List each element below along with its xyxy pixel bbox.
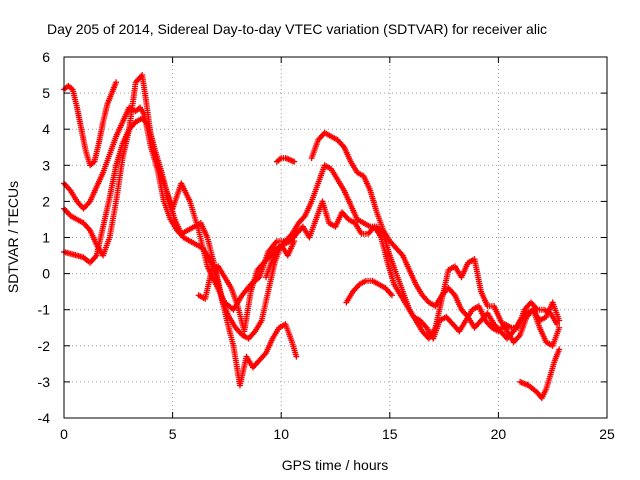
y-tick-label: 4	[42, 121, 50, 137]
y-tick-label: -2	[38, 338, 51, 354]
y-tick-label: -4	[38, 410, 51, 426]
x-tick-label: 0	[60, 426, 68, 442]
point-marker	[388, 292, 395, 299]
y-axis-label: SDTVAR / TECUs	[5, 181, 21, 293]
y-tick-label: 6	[42, 49, 50, 65]
x-tick-label: 25	[599, 426, 615, 442]
y-tick-label: 2	[42, 193, 50, 209]
series-pass-8	[308, 129, 563, 349]
x-tick-label: 10	[273, 426, 289, 442]
data-points	[61, 72, 563, 402]
chart-title: Day 205 of 2014, Sidereal Day-to-day VTE…	[47, 21, 547, 37]
series-pass-1	[61, 79, 120, 169]
x-axis-label: GPS time / hours	[282, 457, 389, 473]
point-marker	[293, 353, 300, 360]
point-marker	[113, 79, 120, 86]
point-marker	[556, 324, 563, 331]
y-tick-label: 5	[42, 85, 50, 101]
point-marker	[554, 321, 561, 328]
y-tick-labels: -4 -3 -2 -1 0 1 2 3 4 5 6	[38, 49, 51, 426]
plot-frame	[63, 56, 608, 419]
x-tick-label: 20	[491, 426, 507, 442]
x-tick-labels: 0 5 10 15 20 25	[60, 426, 615, 442]
series-pass-10	[517, 346, 563, 402]
point-marker	[556, 317, 563, 324]
point-marker	[556, 346, 563, 353]
y-tick-label: 3	[42, 157, 50, 173]
y-tick-label: 1	[42, 230, 50, 246]
series-pass-4	[61, 115, 300, 389]
y-tick-label: 0	[42, 266, 50, 282]
y-tick-label: -3	[38, 374, 51, 390]
series-pass-7	[273, 155, 298, 165]
series-pass-9	[343, 277, 395, 306]
x-tick-label: 15	[382, 426, 398, 442]
point-marker	[291, 158, 298, 165]
x-tick-label: 5	[169, 426, 177, 442]
y-tick-label: -1	[38, 302, 51, 318]
